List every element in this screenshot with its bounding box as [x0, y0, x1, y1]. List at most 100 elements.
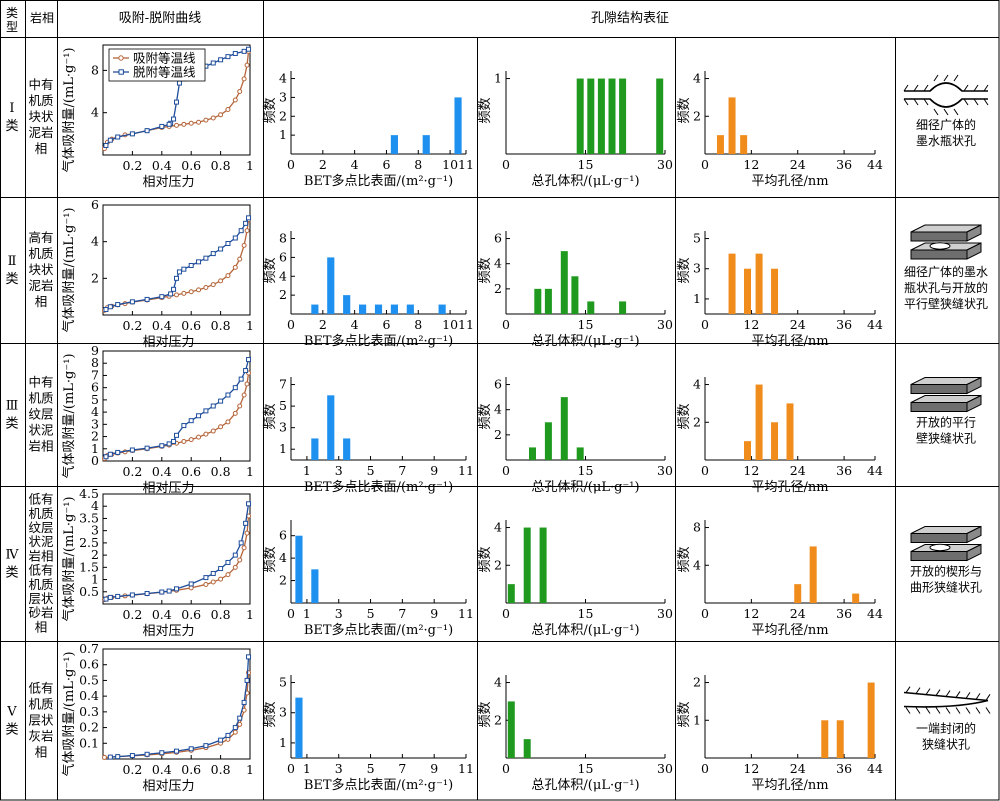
- x-tick-label: 0.4: [152, 762, 172, 777]
- histogram-bar: [867, 682, 875, 758]
- x-axis-label: BET多点比表面/(m²·g⁻¹): [304, 479, 453, 495]
- y-tick-label: 2: [494, 427, 502, 442]
- x-tick-label: 36: [836, 317, 852, 332]
- x-tick-label: 30: [657, 317, 673, 332]
- desorption-point: [144, 296, 150, 302]
- y-tick-label: 1: [91, 441, 99, 456]
- type-header: 类型: [6, 6, 18, 34]
- desorption-point: [168, 291, 174, 297]
- y-axis-label: 频数: [677, 257, 692, 283]
- isotherm-chart-row-4: 0.2 0.4 0.6 0.8 10.511.522.533.544.5相对压力气体吸附…: [61, 486, 254, 639]
- histogram-bar: [771, 268, 779, 314]
- x-tick-label: 6: [382, 317, 390, 332]
- desorption-point: [174, 275, 179, 281]
- x-axis-label: 总孔体积/(μL·g⁻¹): [531, 174, 639, 189]
- histogram-bar: [374, 304, 383, 314]
- y-tick-label: 4.5: [79, 486, 99, 501]
- desorption-point: [225, 559, 231, 565]
- pore-type-label: 细径广体的墨水瓶状孔: [916, 117, 976, 148]
- adsorption-point: [237, 721, 243, 727]
- x-tick-label: 44: [867, 317, 883, 332]
- desorption-point: [218, 566, 224, 572]
- adsorption-point: [244, 62, 250, 68]
- y-tick-label: 4: [693, 71, 701, 86]
- desorption-point: [243, 220, 249, 226]
- histogram-bar: [744, 441, 751, 460]
- x-tick-label: 30: [657, 157, 673, 172]
- desorption-point: [174, 432, 179, 438]
- histogram-bar: [311, 438, 319, 460]
- y-tick-label: 8: [91, 62, 99, 77]
- adsorption-point: [244, 381, 250, 387]
- x-tick-label: 0.6: [181, 607, 201, 622]
- desorption-point: [238, 540, 244, 546]
- x-tick-label: 1: [303, 463, 311, 478]
- x-tick-label: 0.2: [122, 318, 142, 333]
- facies-header: 岩相: [30, 10, 54, 25]
- x-tick-label: 0: [701, 463, 709, 478]
- desorption-point: [188, 263, 194, 268]
- adsorption-point: [232, 97, 238, 103]
- desorption-point: [103, 454, 109, 460]
- adsorption-point: [203, 117, 209, 123]
- desorption-point: [225, 732, 231, 738]
- plot-frame: [102, 350, 251, 462]
- adsorption-point: [232, 729, 238, 735]
- y-tick-label: 9: [91, 343, 99, 358]
- closed-slit-pore-icon: [903, 686, 991, 714]
- y-tick-label: 2: [494, 557, 502, 572]
- histogram-bar: [539, 527, 547, 603]
- desorption-point: [232, 552, 238, 558]
- desorption-point: [225, 241, 231, 246]
- histogram-bar: [390, 304, 398, 314]
- desorption-point: [232, 50, 238, 56]
- pore-type-label: 开放的楔形与曲形狭缝状孔: [910, 564, 982, 595]
- x-tick-label: 0.4: [152, 607, 172, 622]
- histogram-bar: [587, 301, 595, 314]
- histogram-bar: [656, 78, 664, 154]
- y-tick-label: 8: [91, 355, 99, 370]
- y-tick-label: 2: [91, 429, 99, 444]
- adsorption-point: [241, 242, 247, 248]
- histogram-bar: [794, 584, 802, 603]
- adsorption-point: [210, 579, 216, 585]
- volume-chart-row-4: 0 15 30 2 4 总孔体积/(μL·g⁻¹) 频数: [478, 520, 673, 638]
- y-axis-label: 频数: [677, 701, 692, 727]
- y-tick-label: 1: [279, 441, 287, 456]
- desorption-point: [232, 725, 238, 731]
- y-tick-label: 5: [279, 675, 287, 690]
- x-tick-label: 0.6: [181, 762, 201, 777]
- y-axis-label: 频数: [263, 701, 278, 727]
- y-tick-label: 5: [279, 398, 287, 413]
- histogram-bar: [534, 288, 542, 314]
- histogram-bar: [390, 135, 398, 154]
- adsorption-point: [188, 585, 194, 591]
- y-tick-label: 6: [279, 528, 287, 543]
- y-tick-label: 4: [279, 71, 287, 86]
- y-axis-label: 频数: [677, 546, 692, 572]
- histogram-bar: [597, 78, 605, 154]
- x-tick-label: 3: [335, 463, 343, 478]
- y-tick-label: 0.1: [79, 735, 99, 750]
- y-tick-label: 4: [693, 377, 701, 392]
- x-tick-label: 3: [335, 606, 343, 621]
- x-tick-label: 11: [458, 463, 474, 478]
- y-tick-label: 6: [494, 377, 502, 392]
- x-tick-label: 7: [398, 761, 406, 776]
- desorption-point: [159, 750, 165, 756]
- x-axis-label: BET多点比表面/(m²·g⁻¹): [304, 333, 453, 349]
- y-tick-label: 0.6: [79, 657, 99, 672]
- adsorption-point: [218, 576, 224, 582]
- x-tick-label: 0: [287, 761, 295, 776]
- adsorption-point: [237, 89, 243, 95]
- desorption-point: [166, 588, 172, 594]
- x-axis-label: 相对压力: [142, 335, 194, 350]
- y-tick-label: 7: [91, 367, 99, 382]
- desorption-point: [103, 142, 109, 148]
- desorption-point: [181, 423, 187, 429]
- y-tick-label: 2: [693, 414, 701, 429]
- desorption-point: [144, 751, 150, 757]
